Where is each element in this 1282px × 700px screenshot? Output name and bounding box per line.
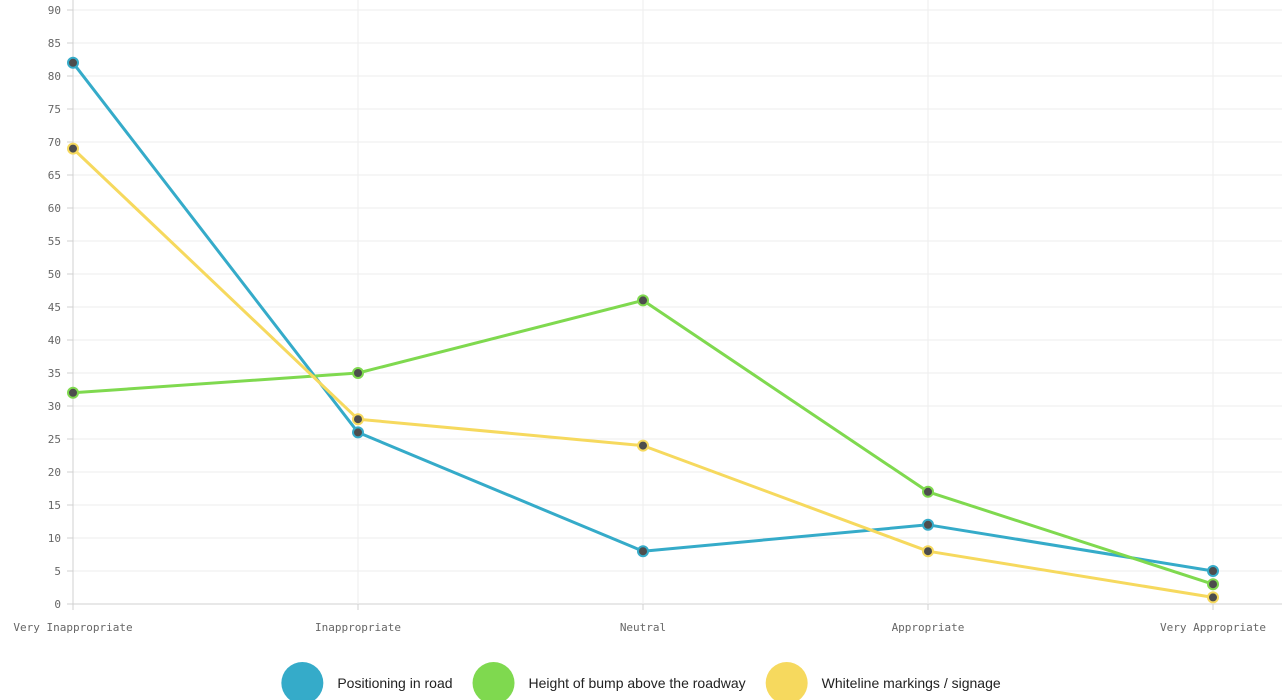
data-point[interactable] — [922, 545, 934, 558]
data-point[interactable] — [637, 294, 649, 307]
data-point[interactable] — [1207, 578, 1219, 591]
legend-item[interactable]: Whiteline markings / signage — [765, 662, 1001, 700]
legend-swatch — [765, 662, 808, 700]
legend-swatch — [472, 662, 515, 700]
legend-label: Height of bump above the roadway — [529, 675, 746, 691]
y-tick-label: 20 — [48, 466, 61, 479]
data-point[interactable] — [1207, 591, 1219, 604]
x-tick-label: Very Appropriate — [1160, 621, 1266, 634]
x-tick-label: Very Inappropriate — [13, 621, 132, 634]
data-point[interactable] — [1207, 565, 1219, 577]
y-tick-label: 0 — [54, 598, 61, 611]
data-point[interactable] — [922, 485, 934, 498]
data-point[interactable] — [67, 386, 79, 399]
series-group — [67, 142, 1219, 604]
y-tick-label: 70 — [48, 136, 61, 149]
legend-item[interactable]: Positioning in road — [281, 662, 453, 700]
y-tick-label: 60 — [48, 202, 61, 215]
y-tick-label: 35 — [48, 367, 61, 380]
y-tick-label: 85 — [48, 37, 61, 50]
data-point[interactable] — [352, 367, 364, 379]
legend-swatch — [281, 662, 324, 700]
y-tick-label: 55 — [48, 235, 61, 248]
x-tick-label: Appropriate — [892, 621, 965, 634]
data-point[interactable] — [67, 56, 79, 69]
y-tick-label: 45 — [48, 301, 61, 314]
legend-label: Whiteline markings / signage — [822, 675, 1001, 691]
y-tick-label: 65 — [48, 169, 61, 182]
x-tick-label: Inappropriate — [315, 621, 401, 634]
data-point[interactable] — [352, 426, 364, 439]
y-tick-label: 50 — [48, 268, 61, 281]
x-tick-label: Neutral — [620, 621, 666, 634]
axis-layer: 0 5 10 15 20 25 30 35 40 45 50 55 60 65 70 75 80 85 90 Very… — [13, 4, 1266, 634]
data-point[interactable] — [352, 413, 364, 426]
series-group — [67, 56, 1219, 577]
y-tick-label: 10 — [48, 532, 61, 545]
y-tick-label: 80 — [48, 70, 61, 83]
data-point[interactable] — [637, 439, 649, 452]
y-tick-label: 75 — [48, 103, 61, 116]
grid-layer — [72, 0, 1282, 605]
legend-label: Positioning in road — [337, 675, 452, 691]
legend: Positioning in road Height of bump above … — [281, 662, 1001, 700]
y-tick-label: 5 — [54, 565, 61, 578]
y-tick-label: 40 — [48, 334, 61, 347]
y-tick-label: 15 — [48, 499, 61, 512]
series-layer — [67, 56, 1219, 604]
data-point[interactable] — [637, 545, 649, 558]
data-point[interactable] — [922, 518, 934, 531]
series-group — [67, 294, 1219, 591]
legend-item[interactable]: Height of bump above the roadway — [472, 662, 746, 700]
data-point[interactable] — [67, 142, 79, 155]
y-tick-label: 90 — [48, 4, 61, 17]
y-tick-label: 25 — [48, 433, 61, 446]
y-tick-label: 30 — [48, 400, 61, 413]
